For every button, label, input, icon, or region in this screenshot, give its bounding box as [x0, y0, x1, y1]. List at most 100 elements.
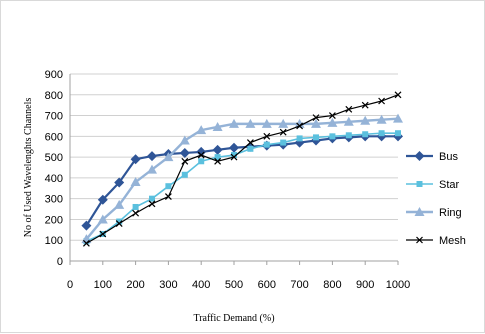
data-point: [360, 115, 371, 125]
data-point: [329, 133, 336, 140]
y-tick-label: 800: [45, 90, 63, 102]
data-point: [311, 118, 321, 128]
series-bus: [81, 131, 403, 231]
data-point: [81, 220, 92, 231]
data-point-stroke: [361, 101, 369, 109]
data-point: [393, 113, 403, 123]
data-point-stroke: [246, 139, 254, 146]
data-point-stroke: [328, 112, 336, 119]
data-point: [261, 118, 272, 128]
x-tick-label: 600: [258, 279, 276, 291]
data-point: [165, 183, 172, 190]
data-point-stroke: [214, 157, 222, 165]
x-tick-label: 200: [126, 279, 144, 291]
legend-item-star: Star: [406, 179, 460, 191]
data-point: [280, 139, 287, 146]
x-tick-label: 0: [67, 279, 73, 291]
data-point: [229, 142, 239, 153]
legend-label: Ring: [439, 207, 462, 219]
data-point: [247, 145, 254, 152]
data-point-stroke: [99, 230, 107, 238]
data-point: [296, 135, 303, 142]
x-tick-label: 300: [159, 279, 177, 291]
data-point: [198, 158, 205, 165]
data-point: [312, 114, 320, 122]
data-point: [196, 125, 207, 135]
data-point: [327, 117, 338, 127]
data-point: [163, 152, 174, 162]
y-tick-label: 600: [45, 131, 63, 143]
data-point: [130, 177, 141, 187]
data-point: [278, 118, 289, 128]
data-point-stroke: [148, 200, 156, 208]
data-point: [313, 134, 319, 141]
series-group: [81, 91, 403, 247]
data-point-stroke: [181, 157, 189, 165]
data-point: [416, 181, 423, 187]
data-point: [99, 230, 107, 238]
data-point: [132, 209, 140, 217]
y-tick-label: 700: [45, 111, 63, 123]
data-point: [279, 128, 287, 136]
data-point: [212, 144, 223, 155]
x-tick-label: 500: [225, 279, 243, 291]
y-tick-label: 500: [45, 152, 63, 164]
data-point: [214, 154, 221, 161]
data-point-stroke: [345, 105, 353, 113]
data-point-stroke: [132, 209, 140, 217]
series-mesh: [82, 91, 402, 247]
data-point: [181, 157, 189, 165]
y-tick-label: 200: [45, 214, 63, 226]
data-point: [114, 199, 125, 209]
data-point: [245, 118, 256, 128]
data-point: [414, 151, 425, 161]
x-tick-label: 100: [94, 279, 112, 291]
data-point: [116, 218, 123, 225]
x-axis-title: Traffic Demand (%): [193, 313, 274, 324]
data-point: [376, 114, 387, 124]
data-point: [378, 130, 385, 137]
data-point: [343, 116, 354, 126]
data-point-stroke: [279, 128, 287, 136]
y-tick-label: 0: [57, 256, 63, 268]
data-point-stroke: [197, 151, 205, 159]
x-tick-label: 900: [356, 279, 374, 291]
data-point: [181, 171, 188, 178]
x-tick-label: 1000: [386, 279, 410, 291]
data-point-stroke: [82, 239, 90, 247]
data-point: [196, 146, 207, 157]
legend-label: Mesh: [439, 235, 466, 247]
x-tick-label: 700: [290, 279, 308, 291]
data-point-stroke: [115, 220, 123, 228]
data-point: [148, 200, 156, 208]
data-point: [212, 121, 223, 131]
data-point-stroke: [164, 193, 172, 201]
y-axis-title: No of Used Wavelenghts Channels: [23, 98, 34, 238]
data-point: [263, 141, 270, 148]
x-tick-label: 800: [323, 279, 341, 291]
data-point-stroke: [312, 114, 320, 122]
data-point: [294, 118, 305, 128]
data-point: [296, 122, 304, 130]
data-point: [246, 139, 254, 146]
data-point: [197, 151, 205, 159]
data-point: [361, 101, 369, 109]
data-point: [164, 193, 172, 201]
data-point: [416, 236, 423, 244]
legend-label: Star: [439, 179, 460, 191]
series-ring: [81, 113, 403, 244]
data-point-stroke: [416, 236, 423, 244]
legend-item-mesh: Mesh: [406, 235, 466, 247]
data-point-stroke: [378, 97, 386, 105]
data-point-stroke: [230, 153, 238, 161]
data-point: [179, 147, 190, 158]
data-point: [114, 177, 125, 188]
y-tick-label: 900: [45, 69, 63, 81]
x-tick-label: 400: [192, 279, 210, 291]
series-line: [86, 94, 399, 244]
data-point: [130, 154, 141, 165]
legend-label: Bus: [439, 151, 458, 163]
data-point: [263, 132, 271, 140]
